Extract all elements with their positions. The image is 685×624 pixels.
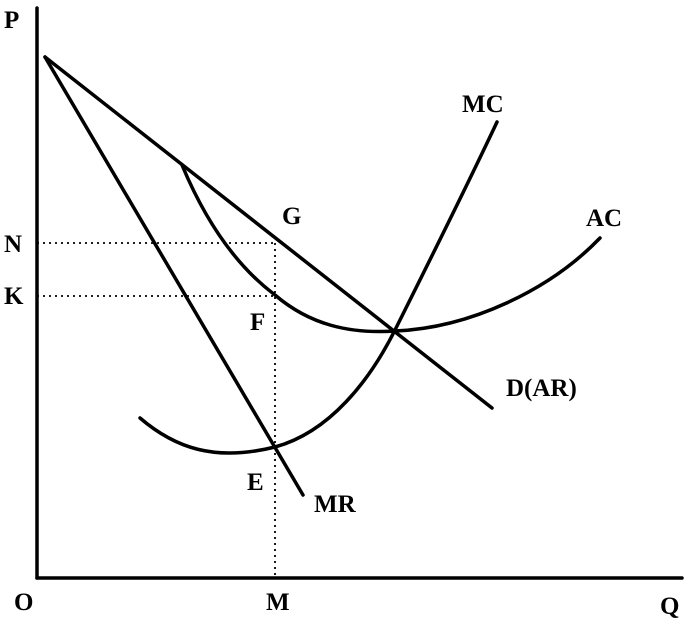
axis-label: P [4,7,19,34]
point-label: M [266,589,290,616]
axis-label: O [14,589,33,616]
curve-label: MR [314,491,357,518]
point-label: N [4,231,22,258]
point-label: E [247,469,264,496]
curve-label: MC [462,91,504,118]
mr-curve [43,55,305,497]
curve-label: AC [586,205,622,232]
axis-label: Q [660,593,679,620]
point-label: F [250,309,265,336]
demand-curve [43,55,494,410]
point-label: G [282,203,301,230]
mc-curve [138,120,499,455]
point-label: K [4,283,24,310]
ac-curve [180,163,602,334]
curve-label: D(AR) [506,375,577,402]
